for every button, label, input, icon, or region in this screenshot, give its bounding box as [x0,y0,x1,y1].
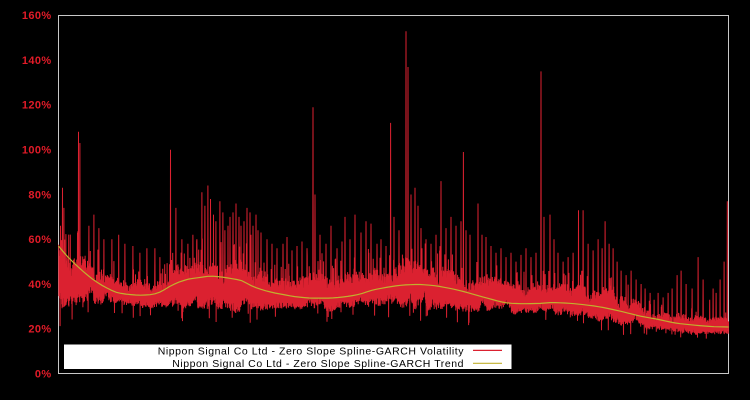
svg-text:Nippon Signal Co Ltd - Zero Sl: Nippon Signal Co Ltd - Zero Slope Spline… [172,358,464,370]
svg-text:40%: 40% [28,279,51,291]
svg-text:Nippon Signal Co Ltd - Zero Sl: Nippon Signal Co Ltd - Zero Slope Spline… [158,345,464,357]
svg-text:0%: 0% [35,369,52,381]
svg-text:100%: 100% [22,145,52,157]
svg-text:140%: 140% [22,55,52,67]
svg-text:20%: 20% [28,324,51,336]
svg-text:60%: 60% [28,234,51,246]
svg-text:160%: 160% [22,10,52,22]
svg-text:80%: 80% [28,189,51,201]
svg-text:120%: 120% [22,100,52,112]
